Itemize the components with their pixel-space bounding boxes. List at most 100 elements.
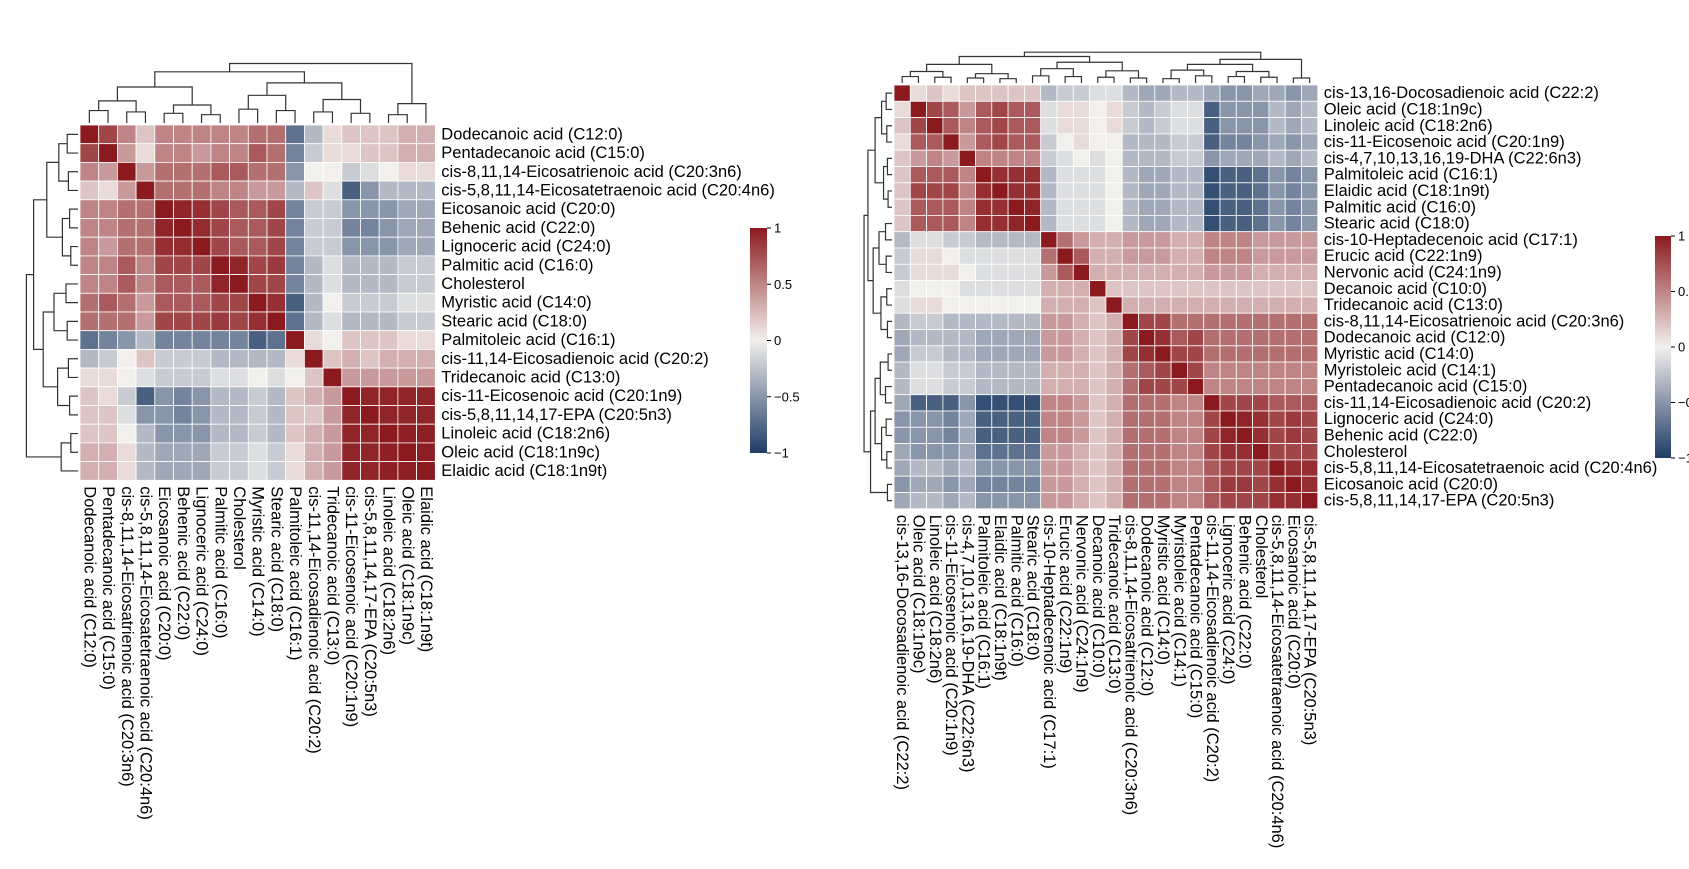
heatmap-cell (1284, 296, 1302, 314)
column-label: Tridecanoic acid (C13:0) (1105, 515, 1123, 694)
heatmap-cell (1024, 166, 1042, 184)
column-label: Tridecanoic acid (C13:0) (323, 486, 341, 665)
heatmap-cell (1187, 198, 1205, 216)
heatmap-cell (1072, 329, 1091, 347)
heatmap-cell (285, 161, 305, 182)
heatmap-cell (98, 236, 118, 257)
heatmap-cell (1154, 296, 1172, 314)
heatmap-cell (1056, 410, 1074, 428)
heatmap-cell (210, 161, 230, 182)
column-label: Linoleic acid (C18:2n6) (926, 515, 944, 684)
heatmap-cell (79, 311, 100, 332)
heatmap-cell (893, 84, 911, 102)
row-label: Erucic acid (C22:1n9) (1324, 247, 1483, 265)
heatmap-cell (210, 180, 230, 201)
heatmap-cell (909, 182, 927, 200)
column-dendrogram-branch (1105, 70, 1140, 78)
heatmap-cell (360, 292, 380, 313)
heatmap-cell (1235, 296, 1254, 314)
heatmap-cell (1105, 296, 1123, 314)
heatmap-cell (117, 161, 137, 182)
heatmap-cell (1284, 166, 1302, 184)
column-label: Behenic acid (C22:0) (1235, 515, 1253, 669)
heatmap-cell (1203, 231, 1221, 249)
heatmap-cell (942, 214, 960, 233)
heatmap-cell (1219, 329, 1237, 347)
column-dendrogram-branch (934, 76, 952, 83)
heatmap-cell (303, 236, 324, 257)
heatmap-right: cis-13,16-Docosadienoic acid (C22:2)Olei… (863, 51, 1689, 849)
heatmap-cell (173, 161, 193, 182)
column-label: Elaidic acid (C18:1n9t) (991, 515, 1009, 681)
row-dendrogram-branch (60, 442, 78, 472)
heatmap-cell (1284, 247, 1302, 265)
heatmap-cell (958, 100, 976, 119)
heatmap-cell (266, 367, 287, 388)
heatmap-cell (1138, 426, 1156, 444)
heatmap-cell (229, 442, 249, 462)
heatmap-cell (926, 443, 944, 461)
heatmap-cell (1040, 459, 1058, 477)
heatmap-cell (1301, 410, 1319, 428)
heatmap-cell (1056, 84, 1074, 102)
heatmap-cell (341, 423, 361, 444)
heatmap-cell (229, 311, 249, 332)
heatmap-cell (1138, 149, 1156, 167)
heatmap-cell (210, 311, 230, 332)
heatmap-cell (1154, 214, 1172, 233)
heatmap-cell (378, 218, 399, 238)
heatmap-cell (1219, 459, 1237, 477)
heatmap-cell (79, 180, 100, 201)
heatmap-cell (909, 100, 927, 119)
heatmap-cell (303, 461, 324, 481)
heatmap-cell (1170, 133, 1188, 151)
heatmap-cell (322, 124, 343, 145)
column-dendrogram-branch (1292, 77, 1311, 83)
heatmap-cell (1024, 100, 1042, 119)
heatmap-cell (1056, 296, 1074, 314)
heatmap-cell (191, 330, 212, 350)
colorbar: 1 0.5 0 −0.5 −1 (750, 221, 800, 461)
column-dendrogram-branch (350, 112, 371, 123)
heatmap-cell (341, 274, 361, 294)
heatmap-cell (341, 199, 361, 219)
heatmap-cell (1105, 166, 1123, 184)
row-dendrogram-branch (887, 190, 892, 208)
heatmap-cell (1138, 182, 1156, 200)
heatmap-cell (942, 166, 960, 184)
heatmap-cell (1121, 345, 1139, 363)
heatmap-cell (926, 280, 944, 298)
heatmap-cell (1072, 394, 1091, 412)
heatmap-cell (1072, 377, 1091, 396)
heatmap-cell (1121, 361, 1139, 379)
heatmap-cell (942, 345, 960, 363)
heatmap-cell (1089, 263, 1107, 281)
heatmap-cell (1235, 84, 1254, 102)
heatmap-cell (266, 199, 287, 219)
heatmap-cell (1219, 133, 1237, 151)
heatmap-cell (1138, 166, 1156, 184)
heatmap-cell (1138, 117, 1156, 135)
column-label: Palmitic acid (C16:0) (211, 486, 229, 638)
heatmap-cell (1089, 182, 1107, 200)
heatmap-cell (1138, 394, 1156, 412)
column-dendrogram-branch (1129, 77, 1148, 83)
heatmap-cell (360, 124, 380, 145)
heatmap-cell (926, 361, 944, 379)
heatmap-cell (1024, 443, 1042, 461)
heatmap-cell (926, 426, 944, 444)
column-labels: cis-13,16-Docosadienoic acid (C22:2)Olei… (893, 515, 1319, 849)
heatmap-cell (975, 166, 993, 184)
heatmap-cell (1105, 263, 1123, 281)
heatmap-cell (1235, 133, 1254, 151)
heatmap-cell (975, 117, 993, 135)
heatmap-cell (1268, 149, 1286, 167)
heatmap-cell (341, 161, 361, 182)
heatmap-cell (942, 84, 960, 102)
heatmap-cell (1170, 361, 1188, 379)
heatmap-cell (1024, 149, 1042, 167)
heatmap-cell (1252, 263, 1270, 281)
heatmap-cell (1219, 377, 1237, 396)
heatmap-cell (397, 124, 417, 145)
column-dendrogram-branch (1056, 61, 1123, 71)
